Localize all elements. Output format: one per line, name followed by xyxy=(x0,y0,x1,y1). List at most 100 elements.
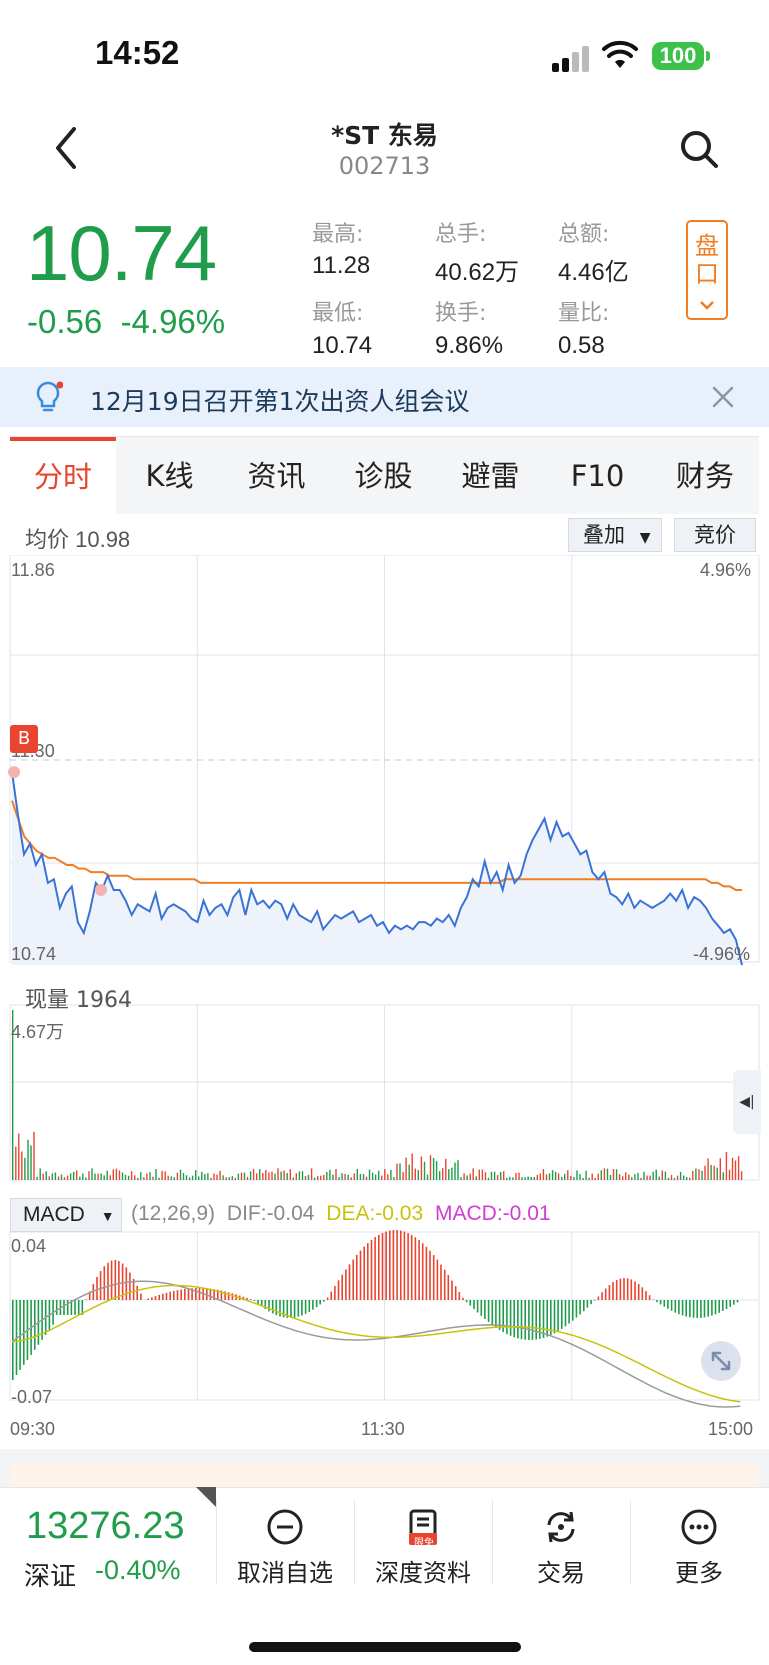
time-axis-close: 15:00 xyxy=(708,1419,754,1439)
macd-histogram-bar xyxy=(249,1299,252,1300)
macd-histogram-bar xyxy=(334,1286,336,1300)
macd-histogram-bar xyxy=(378,1234,380,1300)
volume-bar xyxy=(716,1167,718,1180)
volume-bar xyxy=(658,1176,660,1180)
macd-histogram-bar xyxy=(517,1300,519,1339)
volume-bar xyxy=(457,1160,459,1180)
volume-bar xyxy=(390,1170,392,1180)
side-panel-toggle[interactable]: ◀| xyxy=(733,1070,761,1134)
price-area-fill xyxy=(12,772,742,965)
macd-value: MACD:-0.01 xyxy=(435,1202,551,1225)
macd-histogram-bar xyxy=(447,1275,450,1300)
tab-kline[interactable]: K线 xyxy=(145,459,194,493)
pankou-button[interactable]: 盘口 xyxy=(686,220,728,320)
volume-bar xyxy=(564,1173,566,1180)
volume-bar xyxy=(88,1171,90,1180)
volume-bar xyxy=(210,1177,212,1180)
overlay-dropdown[interactable]: 叠加 ▼ xyxy=(568,518,662,552)
volume-bar xyxy=(469,1173,471,1180)
promo-strip xyxy=(10,1463,759,1489)
volume-bar xyxy=(576,1170,578,1180)
macd-histogram-bar xyxy=(341,1274,343,1300)
index-value[interactable]: 13276.23 xyxy=(26,1505,185,1547)
macd-histogram-bar xyxy=(414,1237,417,1300)
volume-bar xyxy=(149,1172,151,1180)
volume-bar xyxy=(176,1172,179,1180)
tab-risk[interactable]: 避雷 xyxy=(461,459,520,493)
chevron-down-icon xyxy=(700,301,714,310)
volume-bar xyxy=(646,1175,648,1180)
volume-bar xyxy=(234,1177,236,1180)
macd-dropdown[interactable]: MACD ▼ xyxy=(10,1198,122,1232)
volume-bar xyxy=(622,1176,624,1180)
nav-trade[interactable]: 交易 xyxy=(492,1487,630,1597)
price-change: -0.56 -4.96% xyxy=(27,303,225,341)
macd-histogram-bar xyxy=(539,1300,541,1339)
macd-histogram-bar xyxy=(484,1300,486,1319)
macd-histogram-bar xyxy=(561,1300,563,1329)
tab-news[interactable]: 资讯 xyxy=(247,459,306,493)
volume-bar xyxy=(545,1174,548,1180)
macd-histogram-bar xyxy=(546,1300,548,1337)
macd-histogram-bar xyxy=(165,1292,168,1300)
volume-bar xyxy=(417,1170,419,1180)
volume-bar xyxy=(262,1173,264,1180)
back-arrow-icon[interactable] xyxy=(48,125,84,171)
macd-histogram-bar xyxy=(663,1300,666,1307)
nav-deep-data[interactable]: 限免 深度资料 xyxy=(354,1487,492,1597)
nav-remove-favorite[interactable]: 取消自选 xyxy=(216,1487,354,1597)
macd-histogram-bar xyxy=(436,1259,439,1300)
notice-banner[interactable] xyxy=(0,367,769,427)
macd-histogram-bar xyxy=(173,1290,175,1300)
home-indicator xyxy=(249,1642,521,1652)
close-icon[interactable] xyxy=(710,384,736,410)
macd-histogram-bar xyxy=(678,1300,680,1315)
volume-bar xyxy=(429,1155,432,1180)
macd-histogram-bar xyxy=(184,1288,186,1300)
macd-histogram-bar xyxy=(641,1287,644,1300)
price-axis-min: 10.74 xyxy=(11,944,57,964)
volume-bar xyxy=(405,1157,407,1180)
tab-finance[interactable]: 财务 xyxy=(675,459,734,493)
volume-bar xyxy=(683,1175,685,1180)
volume-bar xyxy=(195,1170,197,1180)
tab-diagnosis[interactable]: 诊股 xyxy=(354,459,413,493)
macd-histogram-bar xyxy=(209,1288,212,1300)
document-icon xyxy=(409,1509,437,1545)
time-axis-noon: 11:30 xyxy=(361,1419,405,1439)
volume-bar xyxy=(698,1169,700,1180)
volume-bar xyxy=(640,1178,642,1180)
macd-histogram-bar xyxy=(297,1300,300,1317)
macd-histogram-bar xyxy=(227,1292,230,1300)
macd-histogram-bar xyxy=(66,1300,69,1315)
macd-histogram-bar xyxy=(55,1300,58,1315)
overlay-label: 叠加 xyxy=(583,523,625,547)
macd-histogram-bar xyxy=(12,1300,14,1380)
bid-button[interactable]: 竞价 xyxy=(674,518,756,552)
macd-histogram-bar xyxy=(392,1230,395,1300)
volume-bar xyxy=(94,1173,96,1180)
volume-bar xyxy=(542,1169,545,1180)
tab-timeshare[interactable]: 分时 xyxy=(10,437,116,515)
volume-bar xyxy=(164,1171,166,1180)
volume-bar xyxy=(15,1146,17,1180)
volume-bar xyxy=(490,1171,493,1180)
tab-f10[interactable]: F10 xyxy=(570,459,625,493)
macd-histogram-bar xyxy=(630,1279,633,1300)
volume-bar xyxy=(307,1174,310,1180)
macd-histogram-bar xyxy=(572,1300,574,1321)
macd-histogram-bar xyxy=(480,1300,483,1316)
macd-values: (12,26,9) DIF:-0.04 DEA:-0.03 MACD:-0.01 xyxy=(131,1202,551,1226)
volume-bar xyxy=(66,1175,69,1180)
macd-histogram-bar xyxy=(400,1230,402,1300)
nav-more[interactable]: 更多 xyxy=(630,1487,768,1597)
volume-bar xyxy=(143,1177,145,1180)
trade-point-marker xyxy=(95,884,107,896)
search-icon[interactable] xyxy=(678,128,720,170)
volume-bar xyxy=(603,1168,606,1180)
volume-bar xyxy=(637,1172,639,1180)
expand-chart-icon[interactable] xyxy=(701,1341,741,1381)
macd-histogram-bar xyxy=(264,1300,267,1309)
macd-params: (12,26,9) xyxy=(131,1202,216,1225)
volume-bar xyxy=(30,1145,32,1180)
